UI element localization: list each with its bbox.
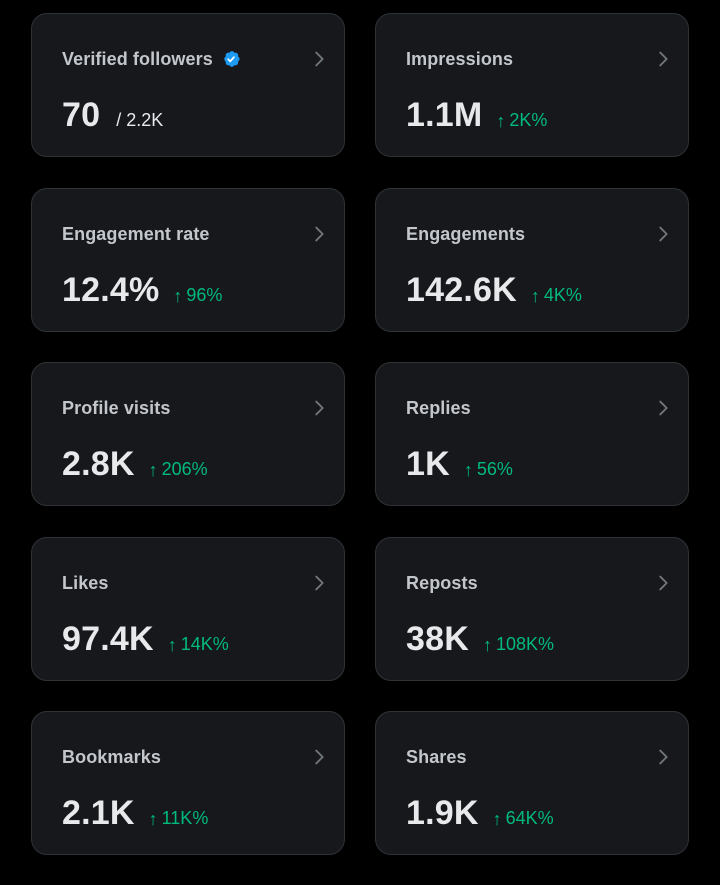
stat-change-value: 64K% [505, 808, 554, 828]
stat-card-title: Shares [406, 747, 467, 767]
stat-card-title: Reposts [406, 572, 478, 593]
arrow-up-icon: ↑ [167, 634, 177, 655]
stat-value-row: 97.4K ↑ 14K% [62, 620, 229, 658]
stat-value-row: 70 / 2.2K [62, 96, 163, 134]
chevron-right-icon [659, 226, 668, 241]
stat-change: ↑ 108K% [483, 634, 554, 655]
stat-value-row: 142.6K ↑ 4K% [406, 271, 582, 309]
stat-change-value: 108K% [495, 633, 555, 654]
chevron-right-icon [315, 749, 324, 765]
arrow-up-icon: ↑ [148, 809, 158, 829]
stat-card-title: Engagement rate [62, 223, 210, 244]
stat-card-title-row: Verified followers [62, 48, 241, 70]
arrow-up-icon: ↑ [148, 460, 158, 480]
stat-card-bookmarks[interactable]: Bookmarks 2.1K ↑ 11K% [31, 711, 345, 855]
stat-value: 70 [62, 96, 101, 134]
stat-card-title-row: Reposts [406, 572, 478, 594]
stat-value: 2.8K [62, 445, 135, 483]
chevron-right-icon [659, 51, 668, 67]
stat-value-row: 38K ↑ 108K% [406, 620, 554, 658]
arrow-up-icon: ↑ [482, 634, 492, 655]
stat-card-title: Bookmarks [62, 747, 161, 767]
chevron-right-icon [315, 51, 324, 67]
stat-card-title: Replies [406, 398, 471, 418]
stat-card-likes[interactable]: Likes 97.4K ↑ 14K% [31, 536, 345, 681]
stat-card-title: Profile visits [62, 398, 171, 418]
stat-card-reposts[interactable]: Reposts 38K ↑ 108K% [375, 536, 689, 681]
arrow-up-icon: ↑ [492, 809, 502, 829]
stat-value: 2.1K [62, 794, 135, 832]
arrow-up-icon: ↑ [173, 285, 183, 306]
stat-change: ↑ 206% [149, 459, 208, 480]
stat-card-title-row: Replies [406, 397, 471, 419]
stat-change: ↑ 14K% [168, 634, 229, 655]
stat-change-value: 2K% [509, 110, 548, 130]
stat-value-row: 1.1M ↑ 2K% [406, 96, 547, 134]
stats-grid: Verified followers 70 / 2.2K Impressions… [31, 13, 689, 855]
stat-card-title: Verified followers [62, 49, 213, 69]
stat-card-verified-followers[interactable]: Verified followers 70 / 2.2K [31, 13, 345, 157]
stat-card-title: Engagements [406, 223, 526, 244]
stat-change-value: 206% [161, 459, 208, 479]
stat-total-value: / 2.2K [116, 110, 164, 130]
chevron-right-icon [659, 749, 668, 765]
stat-card-title-row: Impressions [406, 48, 513, 70]
stat-card-engagements[interactable]: Engagements 142.6K ↑ 4K% [375, 187, 689, 332]
stat-value: 97.4K [62, 619, 154, 658]
arrow-up-icon: ↑ [463, 460, 473, 480]
stat-value: 1.1M [406, 96, 483, 134]
stat-card-title-row: Likes [62, 572, 109, 594]
verified-badge-icon [224, 51, 240, 67]
stat-change: ↑ 56% [464, 459, 513, 480]
stat-value-row: 1K ↑ 56% [406, 445, 513, 483]
chevron-right-icon [315, 575, 324, 590]
stat-change-value: 11K% [161, 808, 209, 828]
stat-card-profile-visits[interactable]: Profile visits 2.8K ↑ 206% [31, 362, 345, 506]
stat-change: ↑ 11K% [149, 808, 209, 829]
stat-change: ↑ 96% [173, 285, 222, 306]
stat-value-row: 2.8K ↑ 206% [62, 445, 208, 483]
chevron-right-icon [659, 400, 668, 416]
chevron-right-icon [315, 226, 324, 241]
chevron-right-icon [659, 575, 668, 590]
stat-value-row: 1.9K ↑ 64K% [406, 794, 554, 832]
stat-value: 38K [406, 619, 469, 658]
stat-change-value: 4K% [543, 284, 582, 305]
stat-card-title-row: Engagement rate [62, 223, 210, 245]
stat-card-title-row: Bookmarks [62, 746, 161, 768]
stat-change: ↑ 64K% [493, 808, 554, 829]
stat-value: 12.4% [62, 270, 160, 309]
stat-card-title: Impressions [406, 49, 514, 69]
stat-card-engagement-rate[interactable]: Engagement rate 12.4% ↑ 96% [31, 187, 345, 332]
stat-card-title-row: Engagements [406, 223, 525, 245]
stat-value-row: 12.4% ↑ 96% [62, 271, 222, 309]
stat-value: 142.6K [406, 270, 517, 309]
stat-change: ↑ 4K% [531, 285, 582, 306]
stat-value: 1K [406, 445, 450, 483]
chevron-right-icon [315, 400, 324, 416]
stat-change: ↑ 2K% [496, 110, 547, 131]
stat-card-title: Likes [62, 572, 109, 593]
stat-card-title-row: Profile visits [62, 397, 170, 419]
stat-card-replies[interactable]: Replies 1K ↑ 56% [375, 362, 689, 506]
stat-change-value: 14K% [180, 633, 229, 654]
stat-change-value: 56% [476, 459, 513, 479]
stat-card-title-row: Shares [406, 746, 467, 768]
arrow-up-icon: ↑ [530, 285, 540, 306]
stat-change-value: 96% [186, 284, 223, 305]
stat-card-shares[interactable]: Shares 1.9K ↑ 64K% [375, 711, 689, 855]
stat-card-impressions[interactable]: Impressions 1.1M ↑ 2K% [375, 13, 689, 157]
stat-value-row: 2.1K ↑ 11K% [62, 794, 208, 832]
stat-value: 1.9K [406, 794, 479, 832]
arrow-up-icon: ↑ [496, 111, 506, 131]
